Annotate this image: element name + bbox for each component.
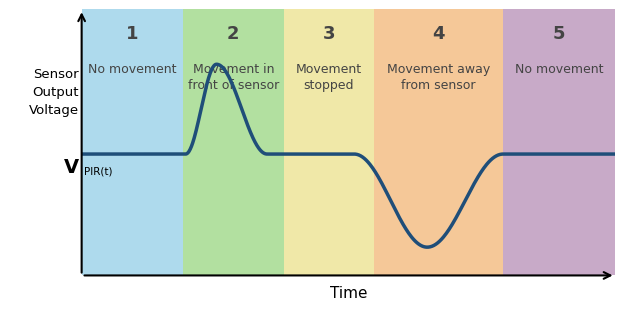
Text: PIR(t): PIR(t) bbox=[84, 167, 113, 176]
Bar bbox=[284, 9, 374, 275]
Text: V: V bbox=[64, 158, 79, 177]
Bar bbox=[183, 9, 284, 275]
Text: 4: 4 bbox=[432, 25, 445, 44]
Text: Movement in
front of sensor: Movement in front of sensor bbox=[188, 63, 279, 92]
Bar bbox=[374, 9, 503, 275]
Text: 5: 5 bbox=[553, 25, 565, 44]
Text: 1: 1 bbox=[126, 25, 138, 44]
Text: No movement: No movement bbox=[88, 63, 176, 76]
Text: 2: 2 bbox=[227, 25, 240, 44]
Text: Movement away
from sensor: Movement away from sensor bbox=[387, 63, 490, 92]
Text: Sensor
Output
Voltage: Sensor Output Voltage bbox=[29, 68, 79, 117]
Text: No movement: No movement bbox=[515, 63, 604, 76]
Text: Movement
stopped: Movement stopped bbox=[296, 63, 362, 92]
Bar bbox=[503, 9, 615, 275]
Bar bbox=[82, 9, 183, 275]
Text: 3: 3 bbox=[323, 25, 335, 44]
Text: Time: Time bbox=[330, 286, 367, 301]
